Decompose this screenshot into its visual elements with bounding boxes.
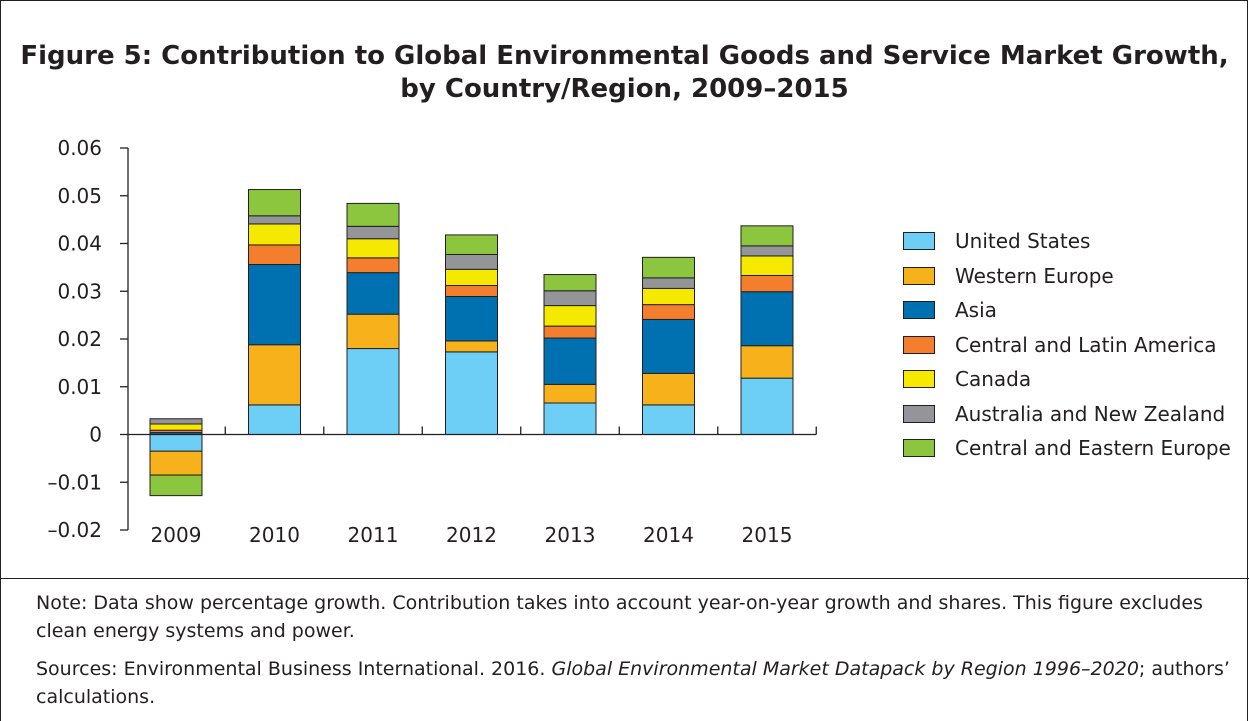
bar-segment <box>248 244 301 266</box>
bar-segment <box>248 189 301 217</box>
x-tick-label: 2010 <box>249 523 300 547</box>
legend-swatch <box>903 370 935 388</box>
bar-segment <box>543 305 597 327</box>
legend-swatch <box>903 439 935 457</box>
x-tick-label: 2009 <box>151 523 202 547</box>
bar-segment <box>642 304 695 320</box>
footer-separator <box>0 578 1249 579</box>
legend-item: United States <box>903 224 1090 258</box>
legend-item: Australia and New Zealand <box>903 397 1225 431</box>
figure-sources: Sources: Environmental Business Internat… <box>36 655 1241 711</box>
legend-swatch <box>903 404 935 423</box>
bar-segment <box>248 215 301 225</box>
legend-swatch <box>903 301 935 319</box>
y-tick-label: 0.04 <box>57 232 102 256</box>
stacked-bar-chart: –0.02 –0.01 0 0.01 0.02 0.03 0.04 0.05 0.06 2009 2… <box>47 136 817 547</box>
bar-segment <box>248 404 301 435</box>
bar-segment <box>445 351 498 435</box>
y-tick-label: 0.05 <box>57 184 102 208</box>
bar-segment <box>149 474 203 497</box>
bar-segment <box>346 348 400 435</box>
bar-segment <box>445 253 498 270</box>
legend-label: Central and Latin America <box>955 332 1217 357</box>
figure-title: Figure 5: Contribution to Global Environ… <box>0 40 1249 106</box>
bar-segment <box>445 268 498 287</box>
figure-note: Note: Data show percentage growth. Contr… <box>36 592 1203 642</box>
bar-segment <box>740 245 794 257</box>
bar-segment <box>445 340 498 353</box>
legend-swatch <box>903 232 935 250</box>
bar-segment <box>445 296 498 342</box>
x-tick-label: 2014 <box>643 523 694 547</box>
bar-segment <box>346 272 400 315</box>
bar-segment <box>346 238 400 259</box>
bar-segment <box>543 337 597 385</box>
bar-segment <box>346 225 400 240</box>
legend-item: Central and Eastern Europe <box>903 431 1231 465</box>
bar-segment <box>149 418 203 425</box>
bar-segment <box>543 325 597 339</box>
x-tick-label: 2015 <box>742 523 793 547</box>
sources-suffix: ; authors’ calculations. <box>36 658 1230 708</box>
bar-segment <box>543 290 597 307</box>
y-tick-label: 0.06 <box>57 136 102 160</box>
bar-segment <box>642 318 695 374</box>
legend-label: Asia <box>955 298 997 322</box>
y-tick-label: 0 <box>89 423 102 447</box>
legend-item: Central and Latin America <box>903 328 1217 362</box>
bar-segment <box>642 404 695 435</box>
legend-label: Central and Eastern Europe <box>955 436 1231 460</box>
legend-item: Western Europe <box>903 259 1114 293</box>
bar-segment <box>642 277 695 289</box>
bar-segment <box>543 383 597 404</box>
bar-segment <box>642 372 695 406</box>
y-tick-label: –0.02 <box>47 518 102 542</box>
bar-segment <box>740 274 794 293</box>
bar-segment <box>740 291 794 347</box>
bar-segment <box>248 344 301 406</box>
legend-item: Asia <box>903 293 997 327</box>
bar-segment <box>346 257 400 274</box>
legend-label: United States <box>955 229 1091 253</box>
bar-segment <box>346 202 400 227</box>
x-tick-label: 2012 <box>446 523 497 547</box>
bar-segment <box>740 225 794 247</box>
x-tick-label: 2011 <box>348 523 399 547</box>
bar-segment <box>740 345 794 379</box>
bar-segment <box>642 287 695 306</box>
sources-title: Global Environmental Market Datapack by … <box>551 658 1139 680</box>
legend-label: Western Europe <box>955 263 1114 288</box>
bar-segment <box>248 223 301 246</box>
bar-segment <box>445 234 498 255</box>
title-line-2: by Country/Region, 2009–2015 <box>400 74 849 104</box>
legend-label: Canada <box>955 367 1032 391</box>
bar-segment <box>445 285 498 298</box>
y-tick-label: 0.01 <box>57 375 102 399</box>
bar-segment <box>149 423 203 431</box>
bar-segment <box>248 264 301 346</box>
y-tick-label: 0.02 <box>57 327 102 351</box>
bar-segment <box>740 255 794 276</box>
y-tick-label: –0.01 <box>47 470 102 494</box>
title-line-1: Figure 5: Contribution to Global Environ… <box>20 41 1229 71</box>
bar-segment <box>543 274 597 292</box>
y-tick-label: 0.03 <box>57 279 102 303</box>
legend-swatch <box>903 266 935 285</box>
bar-segment <box>149 434 203 452</box>
legend-item: Canada <box>903 362 1031 396</box>
bar-segment <box>346 313 400 350</box>
bar-segment <box>149 450 203 476</box>
bar-segment <box>543 402 597 435</box>
x-tick-label: 2013 <box>545 523 596 547</box>
bar-segment <box>642 256 695 279</box>
legend-label: Australia and New Zealand <box>955 401 1226 426</box>
legend-swatch <box>903 335 935 354</box>
bar-segment <box>740 377 794 435</box>
sources-prefix: Sources: Environmental Business Internat… <box>36 658 552 680</box>
